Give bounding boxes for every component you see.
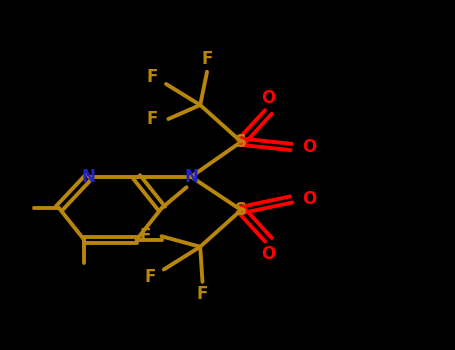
Text: O: O <box>261 89 276 107</box>
Text: N: N <box>184 168 198 186</box>
Text: F: F <box>140 227 151 245</box>
Text: F: F <box>144 267 156 286</box>
Text: N: N <box>82 168 96 186</box>
Text: F: F <box>197 285 208 303</box>
Text: O: O <box>302 190 317 209</box>
Text: S: S <box>235 201 247 219</box>
Text: S: S <box>235 133 247 151</box>
Text: O: O <box>261 245 276 263</box>
Text: F: F <box>147 110 158 128</box>
Text: F: F <box>201 50 213 69</box>
Text: F: F <box>147 68 158 86</box>
Text: O: O <box>302 138 317 156</box>
